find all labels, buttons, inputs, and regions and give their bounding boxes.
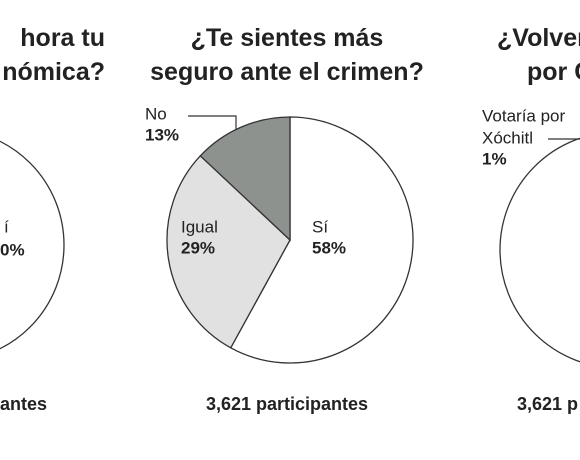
pie-slice	[229, 116, 414, 364]
pie-outline	[499, 137, 580, 363]
value-label: 1%	[482, 149, 507, 168]
slice-label: No	[145, 104, 167, 123]
footer: 3,621 participantes	[206, 394, 368, 414]
footer: antes	[0, 394, 47, 414]
slice-label: Xóchitl	[482, 128, 533, 147]
pie-slice	[166, 154, 291, 349]
chart-title: por C	[527, 58, 580, 86]
value-label: 13%	[145, 125, 179, 144]
slice-label: Igual	[181, 217, 218, 236]
pie-outline	[0, 140, 65, 350]
value-label: 58%	[312, 238, 346, 257]
chart-title: nómica?	[2, 58, 105, 86]
pie-slice	[199, 116, 291, 242]
annotation: í	[4, 217, 9, 236]
chart-title: seguro ante el crimen?	[150, 58, 424, 86]
chart-title: ¿Volver	[497, 24, 580, 52]
slice-label: Sí	[312, 217, 328, 236]
chart-title: ¿Te sientes más	[191, 24, 384, 52]
slice-label: Votaría por	[482, 106, 566, 125]
annotation: 0%	[0, 240, 25, 259]
chart-title: hora tu	[20, 24, 105, 52]
value-label: 29%	[181, 238, 215, 257]
footer: 3,621 p	[517, 394, 578, 414]
